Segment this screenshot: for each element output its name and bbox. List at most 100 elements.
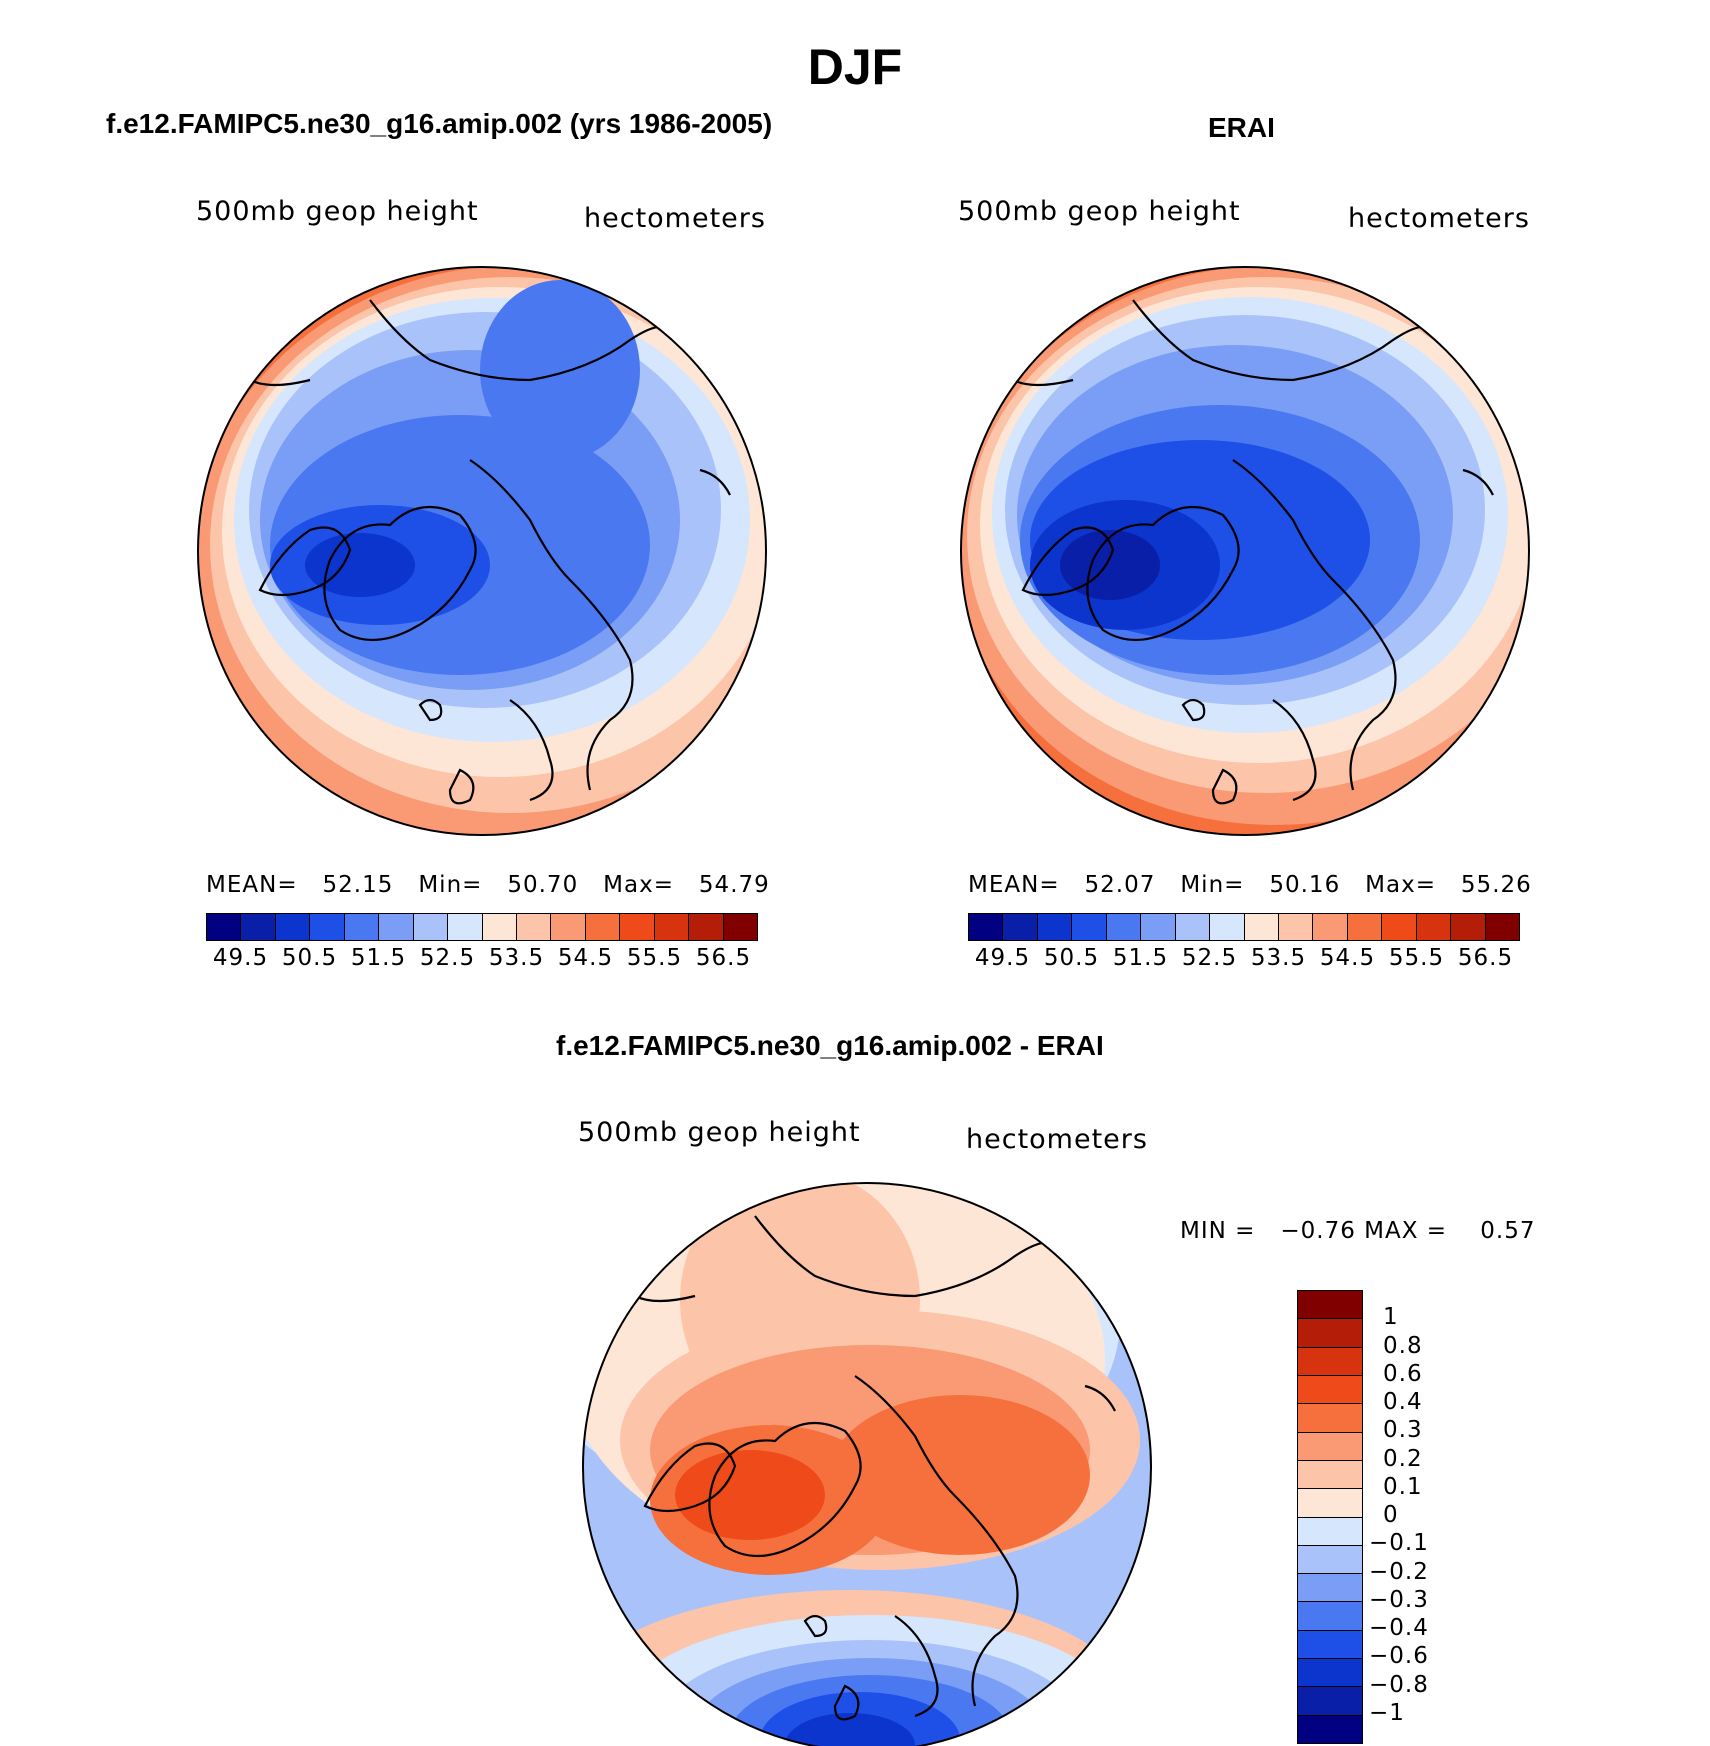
panel-model-variable-label: 500mb geop height — [196, 196, 479, 227]
panel-obs-title: ERAI — [1208, 112, 1275, 143]
panel-diff-colorbar-swatch — [1298, 1460, 1362, 1490]
panel-model-colorbar-tick-label: 54.5 — [557, 945, 614, 971]
panel-diff-coastlines — [634, 1215, 1116, 1721]
panel-model-colorbar-swatch — [413, 914, 449, 940]
panel-diff-colorbar-swatch — [1298, 1630, 1362, 1660]
panel-model-colorbar: 49.5 50.5 51.5 52.5 53.5 54.5 55.5 56.5 — [206, 913, 758, 971]
panel-diff-colorbar-swatch — [1298, 1715, 1362, 1743]
panel-obs-min-label: Min= — [1180, 872, 1245, 898]
panel-model-colorbar-swatch — [275, 914, 311, 940]
panel-model-colorbar-swatch — [551, 914, 586, 940]
panel-diff-colorbar-tick-label: −0.8 — [1369, 1671, 1429, 1698]
panel-obs-colorbar-tick-label: 54.5 — [1319, 945, 1376, 971]
panel-diff-colorbar-swatch — [1298, 1489, 1362, 1518]
panel-diff-colorbar-swatch — [1298, 1517, 1362, 1546]
panel-diff-colorbar-tick-label: −0.2 — [1369, 1558, 1429, 1585]
panel-obs-max-label: Max= — [1365, 872, 1436, 898]
panel-obs-coastlines — [1012, 299, 1494, 805]
panel-diff-colorbar-swatch — [1298, 1659, 1362, 1688]
panel-model-title: f.e12.FAMIPC5.ne30_g16.amip.002 (yrs 198… — [106, 108, 773, 139]
panel-model-colorbar-swatch — [654, 914, 690, 940]
panel-model-colorbar-tick-label: 55.5 — [626, 945, 683, 971]
panel-model-colorbar-tick-label: 51.5 — [350, 945, 407, 971]
panel-obs-colorbar-tick-label: 56.5 — [1457, 945, 1514, 971]
panel-diff-colorbar-swatch — [1298, 1574, 1362, 1603]
panel-model-colorbar-swatch — [344, 914, 380, 940]
panel-model-colorbar-swatch — [379, 914, 414, 940]
panel-obs-max: 55.26 — [1460, 872, 1532, 898]
panel-diff-colorbar-tick-label: 0.1 — [1383, 1473, 1423, 1500]
panel-model-min-label: Min= — [418, 872, 483, 898]
panel-obs-mean-label: MEAN= — [968, 872, 1060, 898]
panel-diff-colorbar-swatch — [1298, 1432, 1362, 1461]
panel-model-stats: MEAN= 52.15 Min= 50.70 Max= 54.79 — [206, 872, 770, 898]
panel-obs-mean: 52.07 — [1084, 872, 1156, 898]
figure-title: DJF — [807, 39, 903, 95]
panel-model-min: 50.70 — [507, 872, 579, 898]
panel-model-colorbar-swatch — [723, 914, 757, 940]
panel-obs-colorbar-swatch — [1244, 914, 1279, 940]
panel-model-colorbar-tick-label: 53.5 — [488, 945, 545, 971]
panel-obs-stats: MEAN= 52.07 Min= 50.16 Max= 55.26 — [968, 872, 1532, 898]
panel-diff-colorbar: 1 0.8 0.6 0.4 0.3 0.2 0.1 0 −0.1 −0.2 −0.3 −0.4 −0.6… — [1297, 1290, 1428, 1744]
panel-obs-colorbar-swatch — [1106, 914, 1142, 940]
panel-model-colorbar-swatch — [585, 914, 621, 940]
panel-model-colorbar-swatch — [516, 914, 552, 940]
panel-obs-map-border — [960, 266, 1530, 836]
panel-diff-colorbar-swatch — [1298, 1602, 1362, 1631]
panel-model-map-border — [197, 266, 767, 836]
panel-model-colorbar-swatch — [310, 914, 345, 940]
panel-diff-colorbar-tick-label: 0.6 — [1383, 1360, 1423, 1387]
panel-diff-title: f.e12.FAMIPC5.ne30_g16.amip.002 - ERAI — [556, 1030, 1104, 1061]
panel-model-colorbar-swatch — [620, 914, 655, 940]
panel-diff-colorbar-tick-label: 1 — [1383, 1304, 1399, 1331]
panel-obs-colorbar-tick-label: 51.5 — [1112, 945, 1169, 971]
panel-model-mean-label: MEAN= — [206, 872, 298, 898]
panel-diff-colorbar-tick-label: 0.4 — [1383, 1389, 1423, 1415]
panel-model-units-label: hectometers — [584, 203, 766, 234]
panel-diff-colorbar-tick-label: 0 — [1383, 1502, 1399, 1528]
panel-obs-colorbar-swatch — [1416, 914, 1452, 940]
panel-obs-colorbar-swatch — [1175, 914, 1211, 940]
panel-obs-colorbar-swatch — [1210, 914, 1245, 940]
panel-model-contours — [198, 267, 766, 835]
panel-obs-variable-label: 500mb geop height — [958, 196, 1241, 227]
panel-obs-colorbar-swatch — [1072, 914, 1107, 940]
panel-diff-contours — [583, 1183, 1151, 1746]
panel-model-max: 54.79 — [698, 872, 770, 898]
panel-diff-colorbar-tick-label: 0.3 — [1383, 1417, 1423, 1444]
panel-obs-colorbar-swatch — [1451, 914, 1486, 940]
panel-diff-colorbar-tick-label: −1 — [1369, 1699, 1405, 1726]
panel-obs-colorbar-tick-label: 53.5 — [1250, 945, 1307, 971]
panel-obs-contours — [961, 267, 1529, 835]
panel-diff-colorbar-swatch — [1298, 1545, 1362, 1575]
panel-obs-colorbar-tick-label: 50.5 — [1043, 945, 1100, 971]
panel-model-colorbar-tick-label: 50.5 — [281, 945, 338, 971]
panel-obs-colorbar-swatch — [1382, 914, 1417, 940]
panel-model-colorbar-swatch — [241, 914, 276, 940]
panel-obs-colorbar-swatch — [1347, 914, 1383, 940]
panel-diff-colorbar-tick-label: −0.6 — [1369, 1643, 1429, 1670]
panel-obs-colorbar-swatch — [1141, 914, 1176, 940]
panel-model-mean: 52.15 — [322, 872, 394, 898]
panel-diff-colorbar-swatch — [1298, 1347, 1362, 1376]
panel-diff-colorbar-tick-label: 0.8 — [1383, 1332, 1423, 1359]
panel-obs-min: 50.16 — [1269, 872, 1341, 898]
panel-obs-colorbar: 49.5 50.5 51.5 52.5 53.5 54.5 55.5 56.5 — [968, 913, 1520, 971]
panel-diff-colorbar-swatch — [1298, 1375, 1362, 1405]
panel-diff-colorbar-tick-label: −0.1 — [1369, 1530, 1429, 1557]
panel-obs-colorbar-swatch — [1485, 914, 1519, 940]
panel-obs-colorbar-tick-label: 52.5 — [1181, 945, 1238, 971]
panel-obs-colorbar-swatch — [1313, 914, 1348, 940]
panel-model-colorbar-tick-label: 52.5 — [419, 945, 476, 971]
panel-obs-colorbar-swatch — [1037, 914, 1073, 940]
panel-obs-colorbar-swatch — [969, 914, 1004, 940]
panel-diff-colorbar-swatch — [1298, 1319, 1362, 1348]
panel-diff-colorbar-tick-label: 0.2 — [1383, 1445, 1423, 1472]
panel-model-colorbar-swatch — [689, 914, 724, 940]
panel-model-colorbar-tick-label: 49.5 — [212, 945, 269, 971]
panel-diff-map-border — [582, 1182, 1152, 1746]
